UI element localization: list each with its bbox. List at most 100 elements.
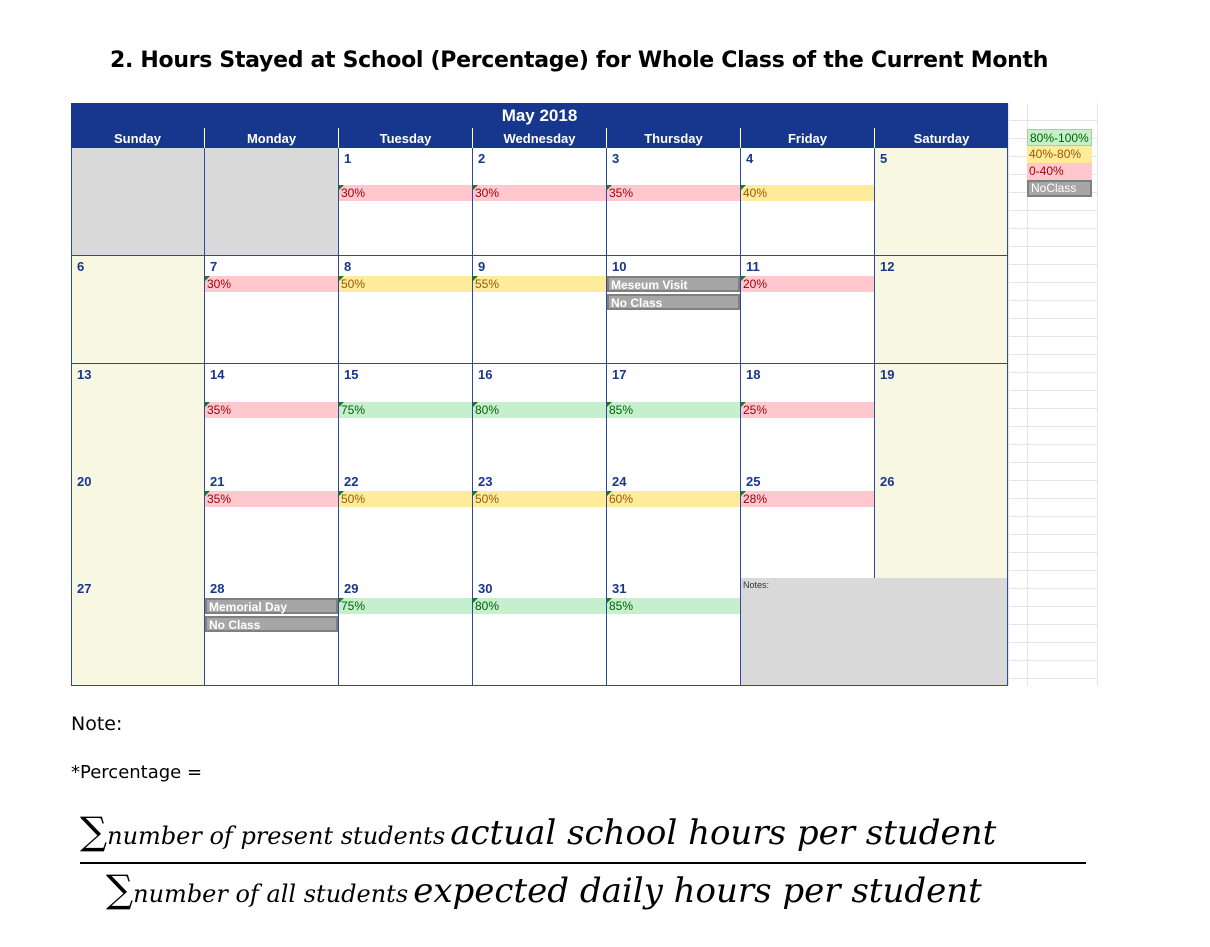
weekday-thursday: Thursday <box>606 128 740 148</box>
legend-high: 80%-100% <box>1027 129 1092 146</box>
day-number: 27 <box>77 581 92 596</box>
notes-cell[interactable]: Notes: <box>740 578 1008 686</box>
day-cell-30: 30 80% <box>472 578 606 686</box>
day-cell-8: 8 50% <box>338 256 472 364</box>
attendance-percent: 30% <box>205 276 338 292</box>
day-cell-10: 10 Meseum Visit No Class <box>606 256 740 364</box>
attendance-percent: 50% <box>473 491 606 507</box>
attendance-percent: 35% <box>205 402 338 418</box>
month-header: May 2018 <box>71 103 1008 128</box>
day-cell-12: 12 <box>874 256 1008 364</box>
weekday-tuesday: Tuesday <box>338 128 472 148</box>
percentage-formula: ∑number of present students actual schoo… <box>80 805 1090 915</box>
day-cell-1: 1 30% <box>338 148 472 256</box>
day-cell-6: 6 <box>71 256 205 364</box>
day-cell-15: 15 75% <box>338 364 472 472</box>
day-cell-31: 31 85% <box>606 578 740 686</box>
day-number: 7 <box>210 259 218 274</box>
day-number: 9 <box>478 259 486 274</box>
denominator-expression: expected daily hours per student <box>413 871 982 911</box>
legend-low: 0-40% <box>1027 163 1092 180</box>
day-cell-11: 11 20% <box>740 256 874 364</box>
attendance-percent: 30% <box>339 185 472 201</box>
day-number: 25 <box>746 474 761 489</box>
attendance-percent: 85% <box>607 402 740 418</box>
attendance-percent: 50% <box>339 276 472 292</box>
day-cell-13: 13 <box>71 364 205 472</box>
day-number: 31 <box>612 581 627 596</box>
day-cell-16: 16 80% <box>472 364 606 472</box>
weekday-friday: Friday <box>740 128 874 148</box>
day-cell-2: 2 30% <box>472 148 606 256</box>
sigma-symbol: ∑ <box>80 809 108 853</box>
day-number: 12 <box>880 259 895 274</box>
day-cell-27: 27 <box>71 578 205 686</box>
day-number: 1 <box>344 151 352 166</box>
day-number: 29 <box>344 581 359 596</box>
numerator-subscript: number of present students <box>107 822 446 850</box>
weekday-monday: Monday <box>204 128 338 148</box>
formula-denominator: ∑number of all students expected daily h… <box>80 867 1090 911</box>
weekday-sunday: Sunday <box>71 128 204 148</box>
attendance-percent: 30% <box>473 185 606 201</box>
day-cell-23: 23 50% <box>472 471 606 579</box>
day-cell-4: 4 40% <box>740 148 874 256</box>
day-cell-22: 22 50% <box>338 471 472 579</box>
day-cell-29: 29 75% <box>338 578 472 686</box>
weekday-wednesday: Wednesday <box>472 128 606 148</box>
day-cell-7: 7 30% <box>204 256 338 364</box>
attendance-percent: 40% <box>741 185 874 201</box>
day-number: 6 <box>77 259 85 274</box>
day-cell-5: 5 <box>874 148 1008 256</box>
day-number: 17 <box>612 367 627 382</box>
day-cell-3: 3 35% <box>606 148 740 256</box>
day-cell-9: 9 55% <box>472 256 606 364</box>
attendance-percent: 20% <box>741 276 874 292</box>
percentage-definition: *Percentage = <box>71 762 203 783</box>
day-number: 8 <box>344 259 352 274</box>
day-number: 19 <box>880 367 895 382</box>
page-title: 2. Hours Stayed at School (Percentage) f… <box>110 48 1049 73</box>
day-cell-21: 21 35% <box>204 471 338 579</box>
note-heading: Note: <box>71 713 123 735</box>
attendance-percent: 60% <box>607 491 740 507</box>
day-number: 10 <box>612 259 627 274</box>
day-cell-17: 17 85% <box>606 364 740 472</box>
weekday-saturday: Saturday <box>874 128 1008 148</box>
day-cell-25: 25 28% <box>740 471 874 579</box>
weekday-header-row: Sunday Monday Tuesday Wednesday Thursday… <box>71 128 1008 148</box>
grid-column-line <box>1027 103 1028 686</box>
legend-no-class: NoClass <box>1027 180 1092 197</box>
day-number: 13 <box>77 367 92 382</box>
attendance-percent: 75% <box>339 402 472 418</box>
attendance-percent: 80% <box>473 598 606 614</box>
day-cell-28: 28 Memorial Day No Class <box>204 578 338 686</box>
calendar: May 2018 Sunday Monday Tuesday Wednesday… <box>71 103 1008 686</box>
day-number: 5 <box>880 151 888 166</box>
attendance-percent: 80% <box>473 402 606 418</box>
denominator-subscript: number of all students <box>133 880 409 908</box>
day-number: 18 <box>746 367 761 382</box>
formula-numerator: ∑number of present students actual schoo… <box>80 809 1090 853</box>
color-legend: 80%-100% 40%-80% 0-40% NoClass <box>1027 129 1092 197</box>
attendance-percent: 75% <box>339 598 472 614</box>
day-number: 3 <box>612 151 620 166</box>
attendance-percent: 50% <box>339 491 472 507</box>
day-cell-empty <box>204 148 338 256</box>
attendance-percent: 28% <box>741 491 874 507</box>
day-cell-24: 24 60% <box>606 471 740 579</box>
day-number: 16 <box>478 367 493 382</box>
day-number: 24 <box>612 474 627 489</box>
day-cell-26: 26 <box>874 471 1008 579</box>
no-class-badge: No Class <box>607 294 740 310</box>
day-number: 14 <box>210 367 225 382</box>
attendance-percent: 55% <box>473 276 606 292</box>
day-cell-empty <box>71 148 205 256</box>
attendance-percent: 25% <box>741 402 874 418</box>
numerator-expression: actual school hours per student <box>450 813 997 853</box>
spreadsheet-grid <box>1008 103 1098 686</box>
day-number: 4 <box>746 151 754 166</box>
attendance-percent: 35% <box>205 491 338 507</box>
day-number: 23 <box>478 474 493 489</box>
day-number: 21 <box>210 474 225 489</box>
